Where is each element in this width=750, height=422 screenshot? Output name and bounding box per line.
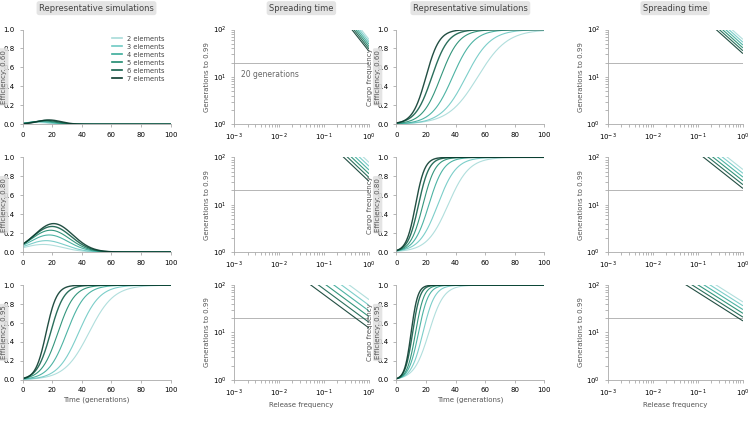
Text: Representative simulations: Representative simulations <box>39 4 154 13</box>
X-axis label: Time (generations): Time (generations) <box>437 396 503 403</box>
X-axis label: Release frequency: Release frequency <box>643 401 707 408</box>
Y-axis label: Generations to 0.99: Generations to 0.99 <box>578 298 584 368</box>
Y-axis label: Cargo frequency: Cargo frequency <box>368 48 374 106</box>
Y-axis label: Generations to 0.99: Generations to 0.99 <box>578 42 584 112</box>
Text: Efficiency: 0.60: Efficiency: 0.60 <box>1 50 7 104</box>
Text: Spreading time: Spreading time <box>269 4 334 13</box>
Legend: 2 elements, 3 elements, 4 elements, 5 elements, 6 elements, 7 elements: 2 elements, 3 elements, 4 elements, 5 el… <box>109 33 167 84</box>
Y-axis label: Generations to 0.99: Generations to 0.99 <box>204 42 210 112</box>
Y-axis label: Generations to 0.99: Generations to 0.99 <box>204 170 210 240</box>
Text: 20 generations: 20 generations <box>241 70 298 79</box>
Text: Efficiency: 0.95: Efficiency: 0.95 <box>374 306 380 360</box>
Y-axis label: Generations to 0.99: Generations to 0.99 <box>578 170 584 240</box>
Text: Efficiency: 0.95: Efficiency: 0.95 <box>1 306 7 360</box>
Text: Efficiency: 0.60: Efficiency: 0.60 <box>374 50 380 104</box>
Text: Representative simulations: Representative simulations <box>413 4 528 13</box>
Text: Efficiency: 0.80: Efficiency: 0.80 <box>1 178 7 232</box>
X-axis label: Time (generations): Time (generations) <box>63 396 130 403</box>
Y-axis label: Generations to 0.99: Generations to 0.99 <box>204 298 210 368</box>
X-axis label: Release frequency: Release frequency <box>269 401 334 408</box>
Y-axis label: Cargo frequency: Cargo frequency <box>368 176 374 233</box>
Text: Efficiency: 0.80: Efficiency: 0.80 <box>374 178 380 232</box>
Text: Spreading time: Spreading time <box>643 4 707 13</box>
Y-axis label: Cargo frequency: Cargo frequency <box>368 303 374 361</box>
